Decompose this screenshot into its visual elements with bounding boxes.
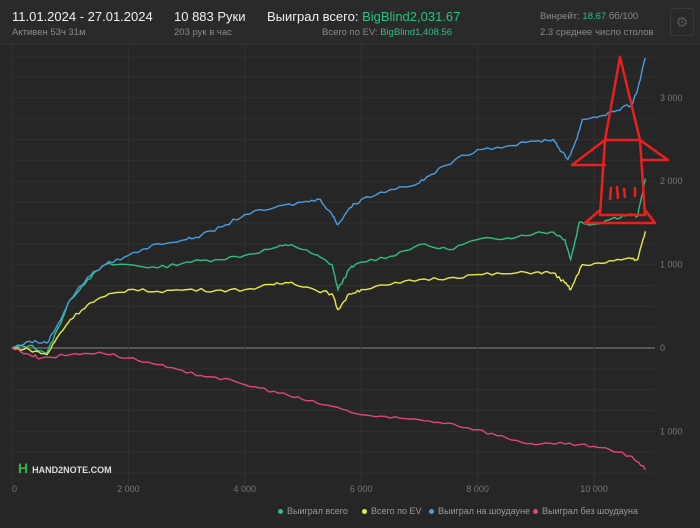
winrate-label: Винрейт: [540, 11, 583, 22]
date-range: 11.01.2024 - 27.01.2024 [12, 9, 153, 24]
y-tick-label: 2 000 [660, 176, 683, 186]
legend-label: Выиграл без шоудауна [542, 506, 638, 516]
x-tick-label: 10 000 [580, 484, 608, 494]
winrate-value: 18.67 [582, 11, 607, 22]
y-tick-label: 3 000 [660, 93, 683, 103]
active-time: Активен 53ч 31м [12, 27, 86, 38]
series-line-2 [11, 57, 647, 349]
won-total: Выиграл всего: BigBlind2,031.67 [267, 9, 460, 24]
x-tick-label: 4 000 [234, 484, 257, 494]
legend-dot [278, 509, 283, 515]
x-tick-label: 2 000 [117, 484, 140, 494]
won-label: Выиграл всего: [267, 9, 363, 24]
winrate: Винрейт: 18.67 бб/100 [540, 11, 638, 22]
winrate-unit: бб/100 [606, 11, 639, 22]
x-tick-label: 6 000 [350, 484, 373, 494]
rocket-drawing [608, 185, 637, 201]
rocket-drawing [639, 138, 670, 162]
legend-item[interactable]: Всего по EV [362, 506, 421, 516]
legend-item[interactable]: Выиграл без шоудауна [533, 506, 638, 516]
x-tick-label: 8 000 [466, 484, 489, 494]
series-line-1 [11, 231, 647, 356]
rocket-drawing [603, 55, 642, 142]
legend-dot [429, 509, 434, 515]
ev-total: Всего по EV: BigBlind1,408.56 [322, 27, 452, 38]
legend-dot [362, 509, 367, 515]
legend-label: Выиграл всего [287, 506, 348, 516]
legend-label: Выиграл на шоудауне [438, 506, 530, 516]
y-tick-label: 1 000 [660, 426, 683, 436]
legend-item[interactable]: Выиграл всего [278, 506, 348, 516]
ev-label: Всего по EV: [322, 27, 381, 38]
series-line-3 [11, 347, 646, 471]
hands-per-hour: 203 рук в час [174, 27, 232, 38]
legend-dot [533, 509, 538, 515]
gear-icon[interactable]: ⚙ [670, 8, 694, 36]
hand2note-logo: H HAND2NOTE.COM [18, 460, 112, 476]
ev-value: BigBlind1,408.56 [380, 27, 453, 38]
stats-header: 11.01.2024 - 27.01.2024 Активен 53ч 31м … [0, 0, 700, 45]
rocket-drawing [598, 139, 647, 217]
y-tick-label: 1 000 [660, 260, 683, 270]
legend-label: Всего по EV [371, 506, 422, 516]
legend-item[interactable]: Выиграл на шоудауне [429, 506, 530, 516]
y-tick-label: 0 [660, 343, 665, 353]
avg-tables: 2.3 среднее число столов [540, 27, 654, 38]
rocket-drawing [570, 139, 606, 167]
won-value: BigBlind2,031.67 [362, 9, 461, 24]
rocket-drawing [583, 209, 657, 225]
logo-text: HAND2NOTE.COM [32, 465, 112, 475]
x-tick-label: 0 [12, 484, 17, 494]
profit-chart: 3 000 2 000 1 000 0 1 000 0 2 000 4 000 6 000 8 0… [11, 45, 683, 494]
hands-count: 10 883 Руки [174, 9, 246, 24]
